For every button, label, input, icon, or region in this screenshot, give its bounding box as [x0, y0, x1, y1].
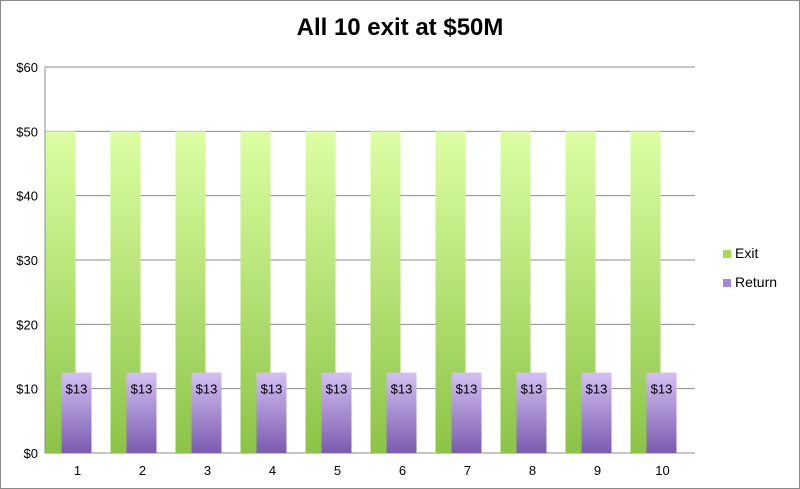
return-bar [256, 372, 287, 453]
y-tick-label: $30 [16, 253, 38, 268]
x-tick-label: 7 [464, 463, 471, 478]
return-bar [451, 372, 482, 453]
bar-layer [45, 131, 677, 454]
return-data-label: $13 [391, 382, 413, 397]
legend: Exit Return [723, 245, 777, 290]
return-data-label: $13 [261, 382, 283, 397]
return-data-label: $13 [196, 382, 218, 397]
return-bar [61, 372, 92, 453]
x-tick-label: 9 [594, 463, 601, 478]
return-bar [321, 372, 352, 453]
y-tick-label: $50 [16, 124, 38, 139]
return-bar [126, 372, 157, 453]
return-bar [581, 372, 612, 453]
return-data-label: $13 [651, 382, 673, 397]
y-tick-label: $0 [24, 446, 38, 461]
return-data-label: $13 [66, 382, 88, 397]
x-tick-label: 10 [655, 463, 669, 478]
return-data-label: $13 [456, 382, 478, 397]
y-tick-label: $60 [16, 60, 38, 75]
label-layer: $0 $10 $20 $30 $40 $50 $60 $13 1 $13 2 $13 3 $13 4 $13 5… [16, 60, 672, 478]
x-tick-label: 6 [399, 463, 406, 478]
legend-swatch-return [723, 279, 731, 287]
y-tick-label: $20 [16, 317, 38, 332]
return-data-label: $13 [326, 382, 348, 397]
x-tick-label: 2 [139, 463, 146, 478]
x-tick-label: 4 [269, 463, 276, 478]
return-bar [191, 372, 222, 453]
x-tick-label: 5 [334, 463, 341, 478]
legend-label-exit: Exit [735, 245, 758, 261]
x-tick-label: 8 [529, 463, 536, 478]
legend-label-return: Return [735, 274, 777, 290]
x-tick-label: 1 [74, 463, 81, 478]
x-tick-label: 3 [204, 463, 211, 478]
return-data-label: $13 [131, 382, 153, 397]
return-data-label: $13 [586, 382, 608, 397]
return-bar [646, 372, 677, 453]
y-tick-label: $40 [16, 189, 38, 204]
legend-swatch-exit [723, 250, 731, 258]
return-data-label: $13 [521, 382, 543, 397]
return-bar [386, 372, 417, 453]
return-bar [516, 372, 547, 453]
chart-title: All 10 exit at $50M [296, 14, 504, 41]
y-tick-label: $10 [16, 382, 38, 397]
